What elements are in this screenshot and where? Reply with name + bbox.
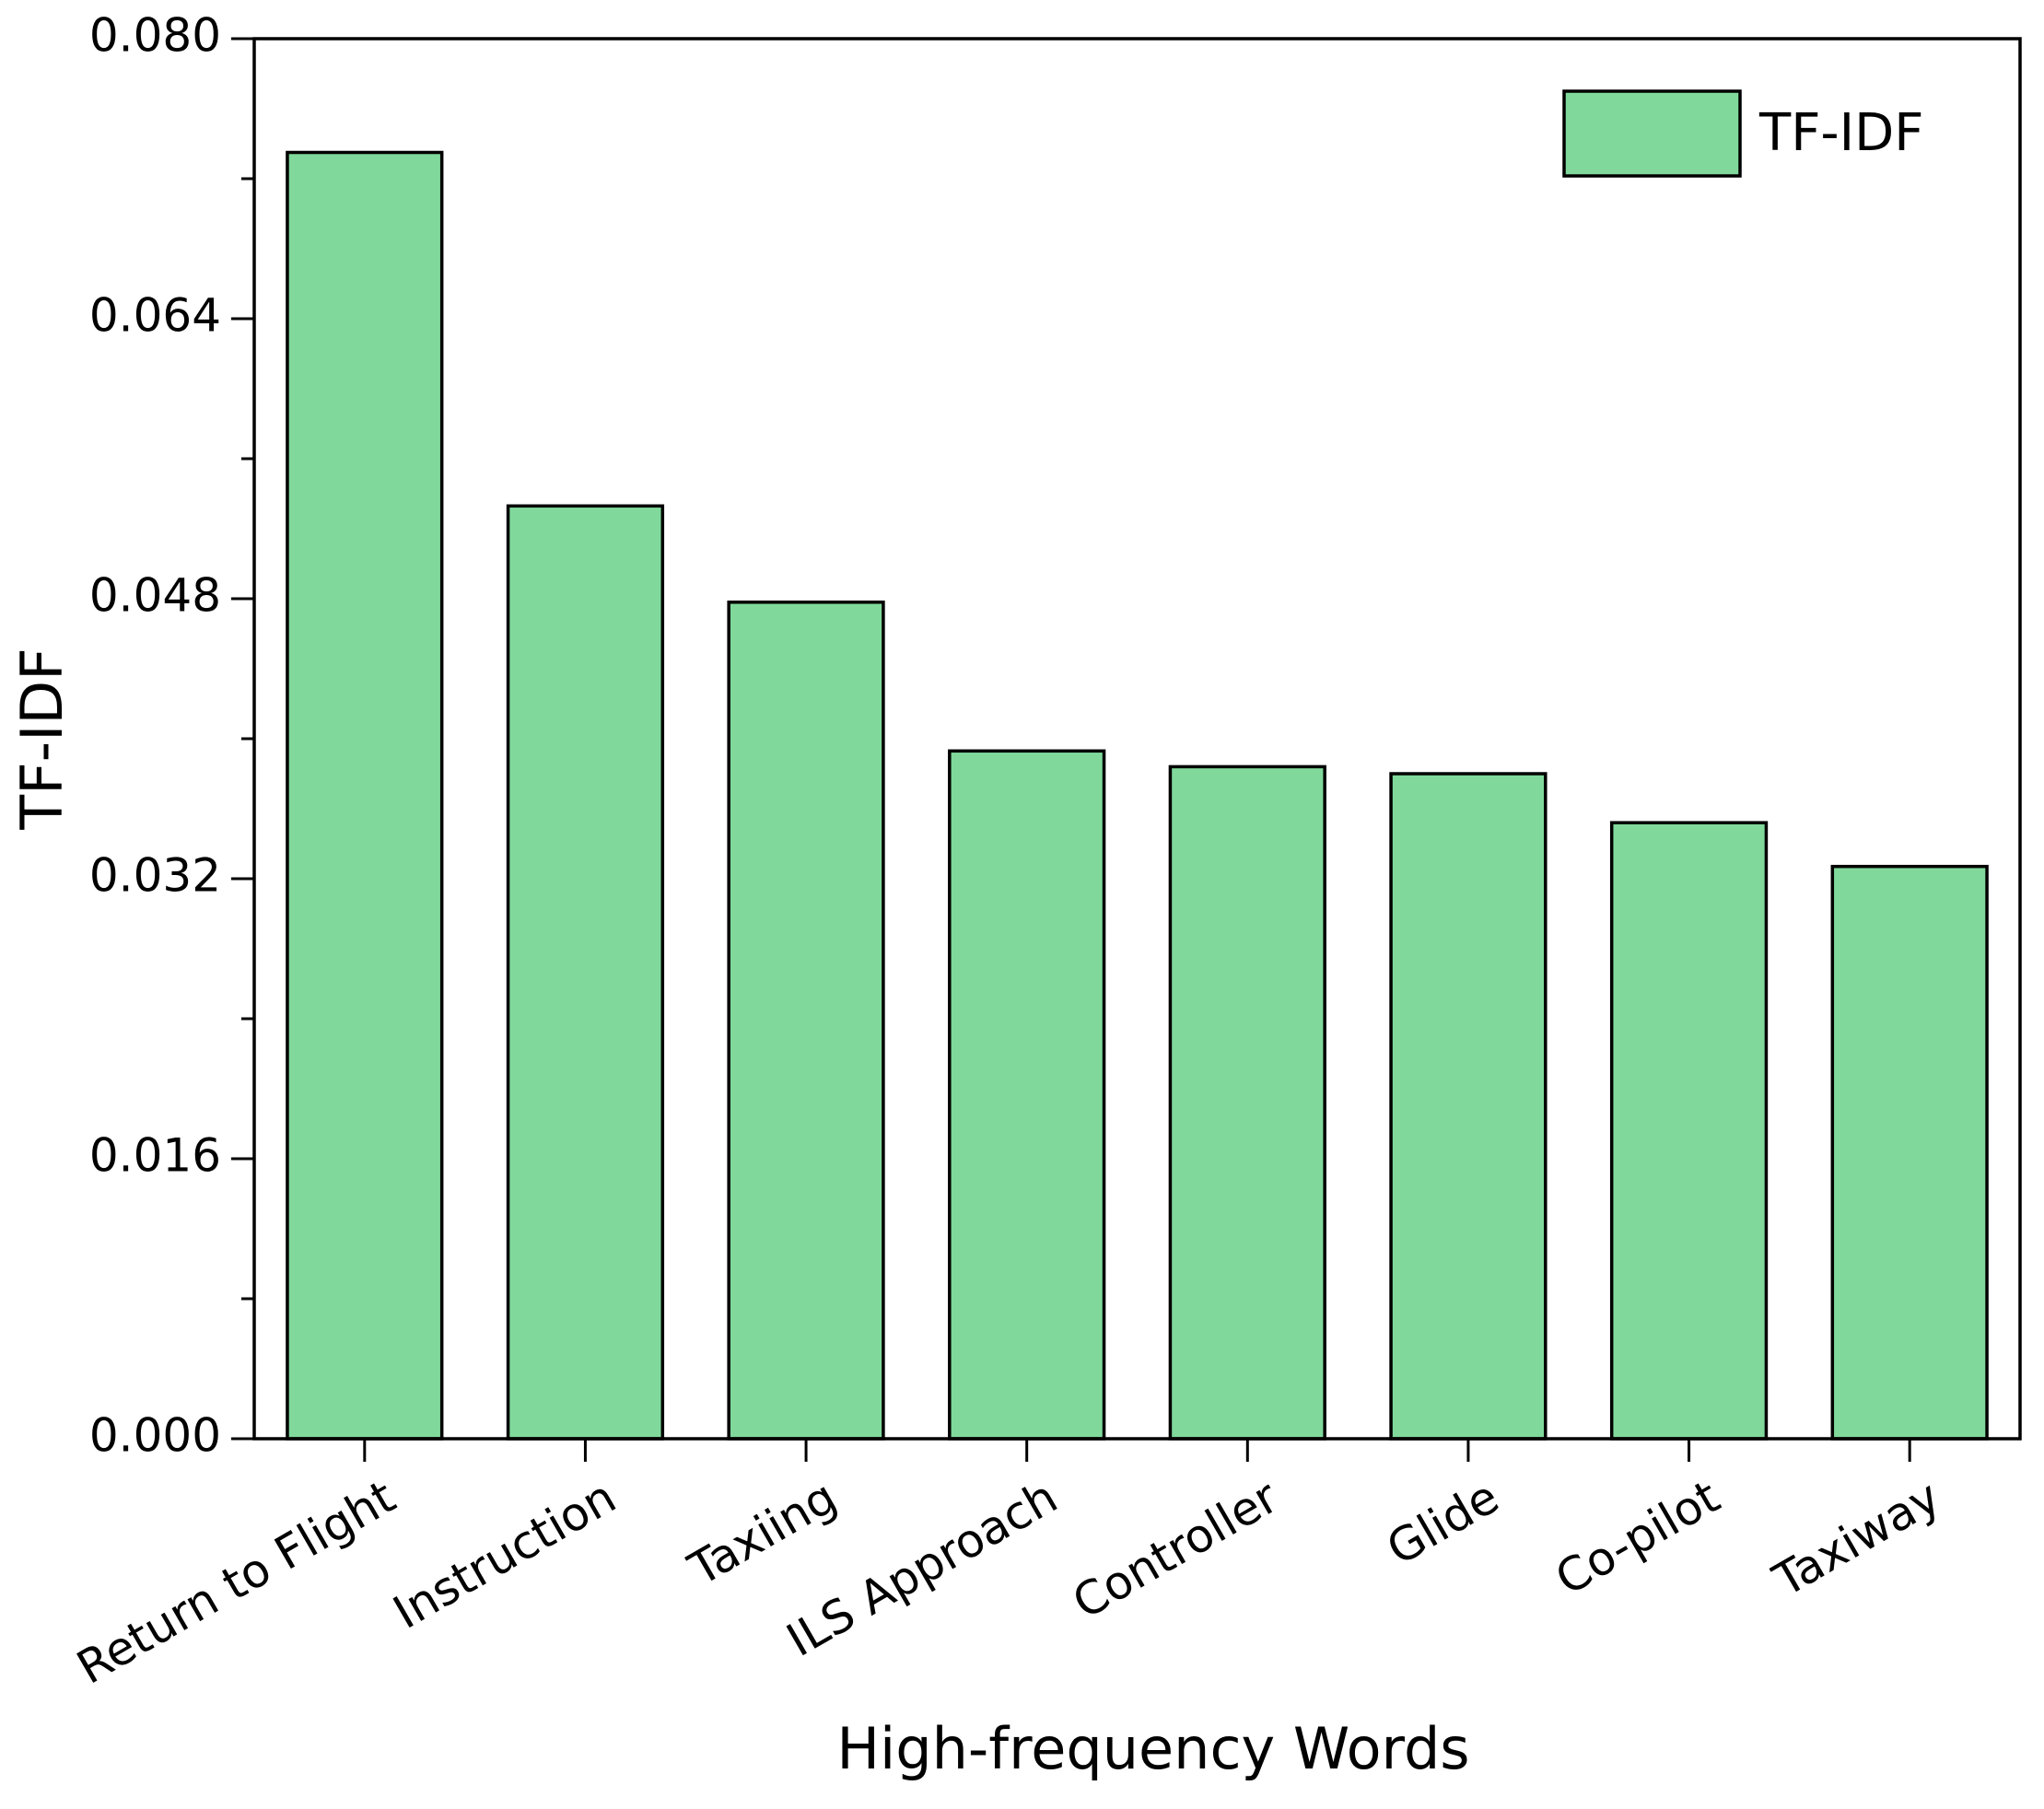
x-tick-label: Instruction [384,1470,625,1640]
bar [1609,821,1769,1441]
legend-label: TF-IDF [1758,103,1923,163]
y-tick-label: 0.032 [89,849,221,903]
bar [286,150,444,1441]
x-axis-title: High-frequency Words [836,1715,1469,1782]
bar [1168,764,1326,1441]
x-tick-label: Return to Flight [68,1470,404,1695]
x-tick-label: Glide [1378,1470,1508,1576]
bar [1389,772,1548,1441]
x-tick-label: Taxiing [680,1470,846,1597]
x-tick-label: Controller [1064,1470,1287,1629]
y-tick-label: 0.064 [89,289,221,343]
bar [948,749,1106,1441]
y-tick-label: 0.000 [89,1409,221,1463]
plot-frame [252,37,2022,1441]
x-tick-label: Taxiway [1764,1470,1949,1607]
bar [1830,864,1989,1441]
y-tick-label: 0.016 [89,1129,221,1183]
bar [506,504,665,1441]
y-axis-title: TF-IDF [8,648,76,831]
bar [727,601,885,1441]
x-tick-label: Co-pilot [1547,1470,1728,1605]
legend-swatch [1562,89,1742,178]
y-tick-label: 0.048 [89,569,221,623]
y-tick-label: 0.080 [89,9,221,63]
